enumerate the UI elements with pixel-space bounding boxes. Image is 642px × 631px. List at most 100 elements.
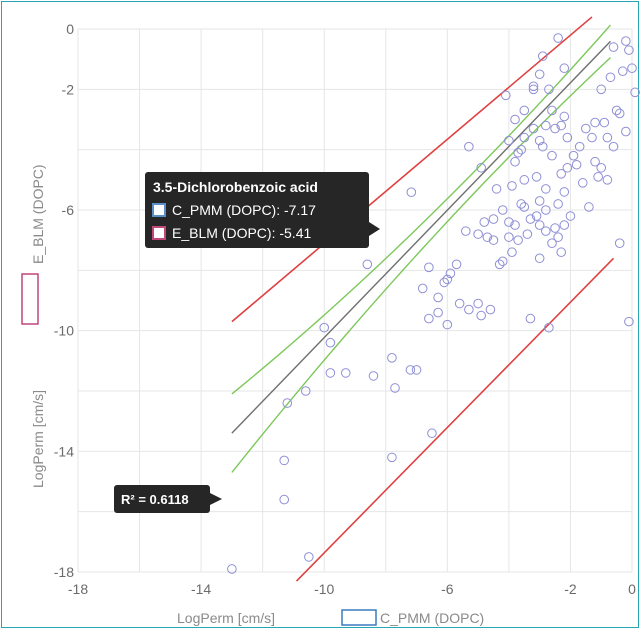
data-point xyxy=(608,42,619,52)
data-point xyxy=(559,63,570,74)
data-point xyxy=(565,211,576,221)
x-legend-swatch[interactable] xyxy=(341,609,377,626)
data-point xyxy=(584,202,594,212)
data-point xyxy=(319,322,330,333)
data-point xyxy=(427,428,437,439)
data-point xyxy=(390,383,400,393)
data-point xyxy=(519,202,530,212)
data-point xyxy=(516,199,527,209)
data-point xyxy=(525,313,536,324)
data-point xyxy=(602,175,613,185)
y-tick-label: -10 xyxy=(54,323,74,339)
data-point xyxy=(611,105,622,116)
data-point xyxy=(417,283,428,294)
data-point xyxy=(405,365,416,375)
data-point xyxy=(531,211,542,221)
data-point xyxy=(590,156,600,167)
data-point xyxy=(473,298,483,309)
y-legend-label[interactable]: E_BLM (DOPC) xyxy=(30,164,46,264)
data-point xyxy=(340,368,351,378)
x-tick-label: -2 xyxy=(564,581,577,597)
data-point xyxy=(433,292,443,303)
data-point xyxy=(497,256,508,267)
data-point xyxy=(510,156,520,167)
data-point xyxy=(544,322,554,333)
data-point xyxy=(387,353,397,363)
data-point xyxy=(537,141,548,152)
data-point xyxy=(617,66,628,77)
data-point xyxy=(442,319,453,330)
data-point xyxy=(556,169,567,179)
data-point xyxy=(541,120,551,131)
x-legend-label[interactable]: C_PMM (DOPC) xyxy=(380,610,484,626)
confidence-lower-curve xyxy=(231,57,611,473)
y-tick-label: -14 xyxy=(54,443,74,459)
data-point xyxy=(476,310,486,321)
data-point xyxy=(602,132,613,143)
y-tick-label: -18 xyxy=(54,564,74,580)
data-point xyxy=(531,172,542,182)
data-point xyxy=(534,196,545,206)
data-point xyxy=(574,141,585,152)
data-point xyxy=(534,135,545,146)
data-point xyxy=(537,51,548,61)
data-point xyxy=(624,316,634,327)
data-point xyxy=(282,398,293,408)
data-point xyxy=(605,72,616,83)
x-tick-labels: -18 -14 -10 -6 -2 0 xyxy=(68,581,636,597)
fit-line xyxy=(231,40,611,434)
x-tick-label: -18 xyxy=(68,581,88,597)
data-point xyxy=(497,205,508,215)
confidence-band xyxy=(231,24,611,473)
data-point xyxy=(621,36,631,46)
tooltip: 3.5-Dichlorobenzoic acid C_PMM (DOPC): -… xyxy=(145,172,380,248)
data-point xyxy=(562,162,573,173)
data-point xyxy=(519,132,530,143)
data-point xyxy=(571,159,582,170)
data-point xyxy=(300,386,311,396)
data-point xyxy=(461,226,471,236)
y-tick-label: -2 xyxy=(62,81,75,97)
tooltip-pointer xyxy=(369,222,380,236)
data-point xyxy=(411,365,422,375)
data-point xyxy=(445,268,456,279)
regression-line xyxy=(231,40,611,434)
data-point xyxy=(528,84,539,95)
data-point xyxy=(596,84,607,95)
data-point xyxy=(547,238,557,248)
data-point xyxy=(325,368,336,378)
data-point xyxy=(464,141,474,152)
data-point xyxy=(553,33,563,43)
data-point xyxy=(581,123,591,134)
data-point xyxy=(614,238,625,248)
data-point xyxy=(488,214,499,224)
x-tick-label: 0 xyxy=(628,581,636,597)
data-point xyxy=(547,105,557,116)
y-axis-label-group: LogPerm [cm/s] xyxy=(30,390,46,488)
data-point xyxy=(485,304,496,315)
data-point xyxy=(488,235,499,245)
data-point xyxy=(553,232,563,242)
data-point xyxy=(504,135,514,146)
x-tick-label: -14 xyxy=(191,581,211,597)
tooltip-row-2-label: E_BLM (DOPC): -5.41 xyxy=(172,225,311,241)
bound-line-lower xyxy=(295,257,615,582)
data-point xyxy=(424,313,434,324)
data-point xyxy=(559,220,570,230)
data-point xyxy=(624,45,634,55)
data-point xyxy=(406,187,417,198)
data-point xyxy=(439,277,450,288)
data-point xyxy=(534,253,545,264)
data-point xyxy=(534,69,545,80)
y-legend-label-group: E_BLM (DOPC) xyxy=(30,164,46,264)
y-tick-label: -6 xyxy=(62,202,75,218)
y-axis-label: LogPerm [cm/s] xyxy=(30,390,46,488)
y-legend-swatch[interactable] xyxy=(21,273,39,325)
tooltip-row-2-swatch xyxy=(152,226,166,240)
data-point xyxy=(568,150,579,161)
confidence-upper-curve xyxy=(231,24,611,395)
data-point xyxy=(482,232,493,242)
data-point xyxy=(596,162,607,173)
tooltip-title: 3.5-Dichlorobenzoic acid xyxy=(153,179,318,195)
